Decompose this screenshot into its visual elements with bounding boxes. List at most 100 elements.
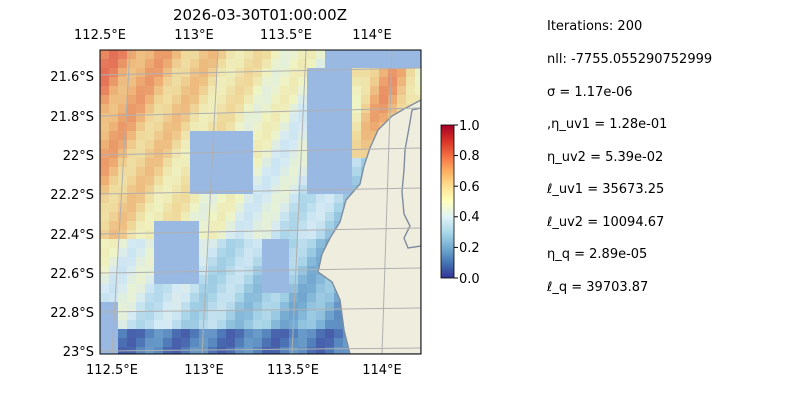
field-cell [190, 50, 199, 59]
field-cell [154, 311, 163, 320]
field-cell [289, 158, 298, 167]
field-cell [298, 257, 307, 266]
field-cell [181, 194, 190, 203]
field-cell [109, 77, 118, 86]
field-cell [109, 257, 118, 266]
field-cell [208, 338, 217, 347]
field-cell [298, 149, 307, 158]
stat-sigma: σ = 1.17e-06 [547, 85, 633, 100]
field-cell [217, 266, 226, 275]
field-cell [262, 329, 271, 338]
lon-tick-top: 114°E [352, 28, 392, 43]
field-cell [298, 329, 307, 338]
field-cell [136, 293, 145, 302]
field-cell [253, 104, 262, 113]
lon-ticks-bottom: 112.5°E 113°E 113.5°E 114°E [86, 363, 402, 378]
field-cell [271, 104, 280, 113]
field-cell [154, 347, 163, 354]
field-cell [109, 158, 118, 167]
field-cell [271, 131, 280, 140]
field-cell [127, 86, 136, 95]
field-cell [127, 149, 136, 158]
field-cell [181, 176, 190, 185]
field-cell [280, 194, 289, 203]
field-cell [289, 302, 298, 311]
field-cell [262, 68, 271, 77]
field-cell [208, 50, 217, 59]
field-cell [154, 320, 163, 329]
field-cell [199, 293, 208, 302]
field-cell [226, 302, 235, 311]
field-cell [253, 239, 262, 248]
field-cell [181, 158, 190, 167]
field-cell [118, 284, 127, 293]
graticule-line [100, 107, 421, 117]
field-cell [118, 140, 127, 149]
field-cell [316, 239, 325, 248]
field-cell [181, 302, 190, 311]
lon-ticks-top: 112.5°E 113°E 113.5°E 114°E [74, 28, 392, 43]
field-cell [271, 338, 280, 347]
field-cell [172, 68, 181, 77]
field-cell [388, 77, 397, 86]
field-cell [145, 284, 154, 293]
field-cell [253, 95, 262, 104]
field-cell [154, 95, 163, 104]
field-cell [109, 275, 118, 284]
field-cell [253, 50, 262, 59]
field-cell [145, 194, 154, 203]
field-cell [199, 302, 208, 311]
island [401, 107, 421, 249]
field-cell [226, 113, 235, 122]
graticule-line [100, 347, 421, 352]
field-cell [208, 275, 217, 284]
field-cell [100, 239, 109, 248]
field-cell [199, 50, 208, 59]
field-cell [244, 104, 253, 113]
field-cell [253, 140, 262, 149]
field-cell [253, 257, 262, 266]
field-cell [262, 140, 271, 149]
field-cell [199, 194, 208, 203]
field-cell [262, 176, 271, 185]
field-cell [280, 140, 289, 149]
field-cell [262, 50, 271, 59]
field-cell [100, 86, 109, 95]
field-cell [109, 131, 118, 140]
field-cell [208, 266, 217, 275]
field-cell [217, 95, 226, 104]
field-cell [118, 194, 127, 203]
field-cell [136, 230, 145, 239]
field-cell [334, 203, 343, 212]
field-cell [217, 248, 226, 257]
field-cell [118, 347, 127, 354]
field-cell [352, 86, 361, 95]
field-cell [217, 329, 226, 338]
field-cell [172, 176, 181, 185]
field-cell [208, 77, 217, 86]
field-cell [154, 329, 163, 338]
field-cell [145, 86, 154, 95]
field-cell [199, 95, 208, 104]
field-cell [235, 95, 244, 104]
field-cell [118, 104, 127, 113]
field-cell [361, 149, 370, 158]
field-cell [289, 176, 298, 185]
field-cell [352, 113, 361, 122]
field-cell [217, 77, 226, 86]
field-cell [217, 320, 226, 329]
field-cell [280, 59, 289, 68]
field-cell [361, 113, 370, 122]
field-cell [145, 302, 154, 311]
field-cell [226, 95, 235, 104]
field-cell [217, 275, 226, 284]
field-cell [226, 293, 235, 302]
field-cell [136, 185, 145, 194]
field-cell [136, 113, 145, 122]
field-cell [190, 194, 199, 203]
field-cell [172, 194, 181, 203]
field-cell [145, 248, 154, 257]
field-cell [262, 158, 271, 167]
field-cell [145, 95, 154, 104]
field-cell [280, 221, 289, 230]
